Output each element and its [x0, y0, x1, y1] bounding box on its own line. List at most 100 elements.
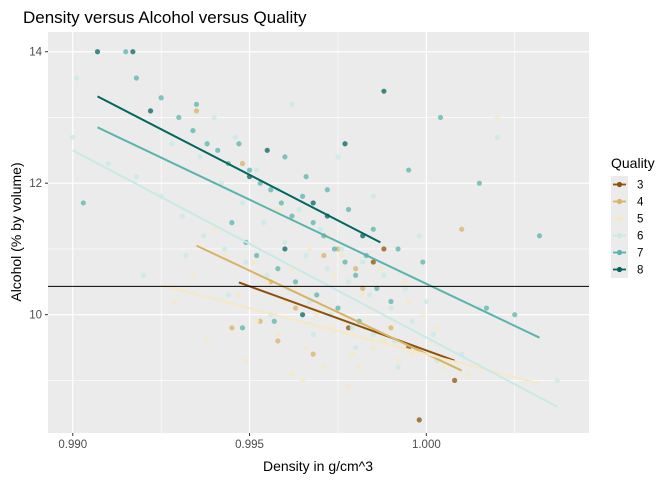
point-quality-3	[370, 259, 376, 265]
point-quality-4	[353, 266, 359, 272]
point-quality-6	[225, 292, 231, 298]
point-quality-5	[303, 344, 309, 351]
point-quality-5	[345, 384, 352, 390]
point-quality-7	[374, 285, 380, 291]
point-quality-4	[239, 160, 246, 167]
point-quality-7	[388, 298, 394, 305]
point-quality-5	[434, 325, 440, 331]
trend-line-quality-7	[97, 126, 540, 339]
legend-key-point	[616, 266, 623, 273]
point-quality-7	[176, 114, 182, 121]
point-quality-7	[268, 187, 274, 193]
point-quality-5	[222, 252, 228, 259]
chart-title: Density versus Alcohol versus Quality	[23, 8, 307, 27]
point-quality-6	[349, 325, 355, 331]
point-quality-7	[512, 312, 518, 318]
point-quality-7	[239, 325, 246, 331]
point-quality-7	[536, 233, 543, 239]
legend-key-point	[616, 232, 623, 239]
x-axis-title: Density in g/cm^3	[263, 458, 373, 474]
point-quality-8	[310, 200, 316, 206]
point-quality-7	[80, 200, 86, 206]
point-quality-3	[381, 246, 387, 252]
point-quality-6	[423, 298, 429, 305]
legend-title: Quality	[611, 155, 655, 171]
point-quality-5	[289, 371, 295, 377]
point-quality-7	[437, 114, 444, 121]
point-quality-5	[243, 358, 249, 364]
point-quality-7	[314, 292, 320, 298]
point-quality-7	[246, 167, 253, 173]
point-quality-6	[338, 246, 345, 252]
legend-label-quality-8: 8	[637, 265, 643, 277]
point-quality-7	[345, 206, 352, 213]
point-quality-5	[307, 246, 313, 252]
point-quality-6	[296, 206, 302, 213]
point-quality-6	[554, 377, 560, 384]
point-quality-7	[254, 252, 260, 259]
point-quality-6	[243, 259, 249, 265]
point-quality-7	[282, 154, 288, 160]
point-quality-8	[264, 147, 270, 153]
point-quality-7	[353, 272, 359, 278]
point-quality-7	[335, 305, 341, 311]
x-tick-label: 0.990	[58, 439, 87, 451]
point-quality-5	[466, 371, 472, 377]
point-quality-5	[204, 338, 210, 344]
point-quality-3	[452, 377, 458, 384]
point-quality-5	[331, 272, 338, 278]
point-quality-5	[236, 292, 242, 298]
point-quality-7	[483, 305, 490, 311]
legend-key-point	[616, 249, 623, 256]
point-quality-7	[324, 187, 330, 193]
point-quality-6	[345, 279, 352, 285]
y-axis-title: Alcohol (% by volume)	[8, 162, 24, 301]
point-quality-7	[133, 75, 139, 81]
scatter-points	[70, 49, 560, 423]
legend-label-quality-3: 3	[637, 180, 643, 192]
point-quality-8	[282, 246, 288, 252]
x-axis-ticks: 0.990 0.995 1.000	[58, 433, 441, 451]
point-quality-7	[395, 246, 401, 252]
point-quality-5	[250, 259, 256, 265]
x-tick-label: 0.995	[235, 439, 264, 451]
point-quality-6	[430, 331, 437, 337]
point-quality-5	[292, 285, 299, 291]
point-quality-5	[441, 364, 447, 370]
point-quality-6	[73, 75, 79, 81]
point-quality-7	[236, 141, 242, 147]
point-quality-6	[324, 266, 330, 272]
point-quality-5	[275, 331, 281, 337]
point-quality-7	[229, 220, 235, 226]
point-quality-6	[335, 154, 341, 160]
point-quality-7	[204, 141, 210, 147]
point-quality-5	[356, 364, 362, 370]
y-axis-ticks: 10 12 14	[29, 47, 48, 322]
point-quality-8	[299, 312, 306, 318]
point-quality-7	[271, 318, 277, 324]
point-quality-7	[342, 259, 348, 265]
trend-line-quality-4	[196, 244, 463, 372]
point-quality-5	[321, 364, 327, 370]
point-quality-6	[105, 160, 111, 167]
point-quality-7	[292, 279, 299, 285]
point-quality-6	[254, 167, 260, 173]
point-quality-6	[289, 101, 295, 107]
point-quality-5	[338, 252, 345, 259]
point-quality-5	[370, 344, 376, 351]
point-quality-5	[254, 318, 260, 324]
point-quality-5	[349, 351, 355, 357]
point-quality-4	[321, 252, 327, 259]
point-quality-6	[367, 292, 373, 298]
point-quality-6	[388, 305, 394, 311]
legend-key-point	[616, 198, 623, 205]
point-quality-6	[140, 272, 147, 278]
y-tick-label: 10	[29, 310, 42, 322]
point-quality-6	[353, 344, 359, 351]
point-quality-5	[406, 298, 412, 305]
trend-line-quality-6	[72, 149, 558, 408]
trend-line-quality-3	[238, 281, 455, 362]
legend-label-quality-4: 4	[637, 197, 644, 209]
point-quality-8	[381, 88, 387, 94]
